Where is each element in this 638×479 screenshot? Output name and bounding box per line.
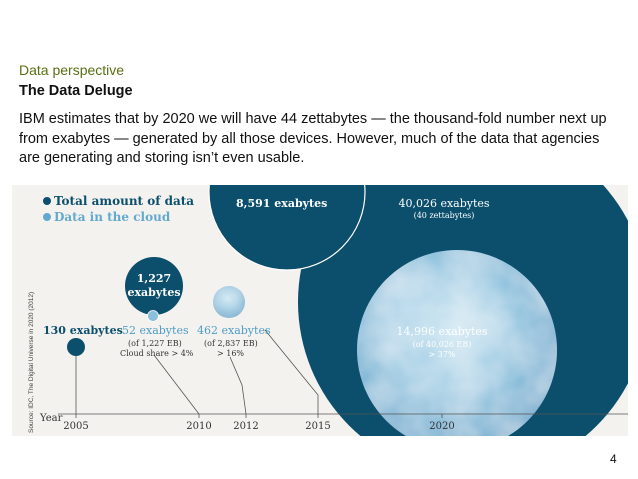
data-deluge-chart: Total amount of data Data in the cloud S… [12,185,628,436]
tick-label-2015: 2015 [305,421,330,432]
bubble-cloud-2012 [213,286,245,318]
leader-2015 [264,329,319,414]
bubble-labels: 130 exabytes 1,227 exabytes 52 exabytes … [43,197,490,359]
label-cloud-2020-value: 14,996 exabytes [396,325,487,338]
legend-total-label: Total amount of data [54,194,194,208]
leader-2012 [229,356,247,415]
axis-label: Year [39,413,63,424]
tick-label-2005: 2005 [63,421,88,432]
label-cloud-2010-share: Cloud share > 4% [120,349,194,358]
label-total-2015: 8,591 exabytes [236,197,327,210]
leader-2010 [153,354,200,415]
year-axis: Year 2005 2010 2012 2015 2020 [39,413,628,432]
bubble-total-2015 [208,185,366,271]
tick-label-2020: 2020 [429,421,454,432]
label-cloud-2010-value: 52 exabytes [122,324,189,337]
intro-paragraph: IBM estimates that by 2020 we will have … [19,111,607,166]
label-total-2010-value: 1,227 [137,272,171,285]
label-total-2010-unit: exabytes [127,286,180,299]
bubble-total-2010 [125,257,183,315]
label-cloud-2010-of: (of 1,227 EB) [128,339,182,348]
source-note: Source: IDC, The Digital Universe in 202… [28,292,35,433]
bubble-cloud-2020 [357,250,557,436]
label-total-2020-sub: (40 zettabytes) [414,211,475,220]
slide-title: The Data Deluge [19,83,133,99]
label-cloud-2020-of: (of 40,026 EB) [413,340,472,349]
tick-label-2012: 2012 [233,421,258,432]
label-total-2005: 130 exabytes [43,324,123,337]
label-cloud-2020-share: > 37% [428,350,455,359]
label-cloud-2012-value: 462 exabytes [197,324,271,337]
axis-ticks [75,414,443,418]
label-cloud-2012-of: (of 2,837 EB) [204,339,258,348]
section-label: Data perspective [19,62,125,78]
bubble-cloud-2010 [147,310,159,322]
label-total-2020: 40,026 exabytes [398,197,489,210]
tick-label-2010: 2010 [186,421,211,432]
bubble-total-2005 [67,338,85,356]
leader-lines [75,329,319,415]
legend-total-marker [43,197,51,205]
legend-cloud-label: Data in the cloud [54,210,171,224]
page-number: 4 [610,452,617,466]
label-cloud-2012-share: > 16% [217,349,244,358]
chart-svg: Total amount of data Data in the cloud S… [28,185,628,436]
legend-cloud-marker [43,213,51,221]
